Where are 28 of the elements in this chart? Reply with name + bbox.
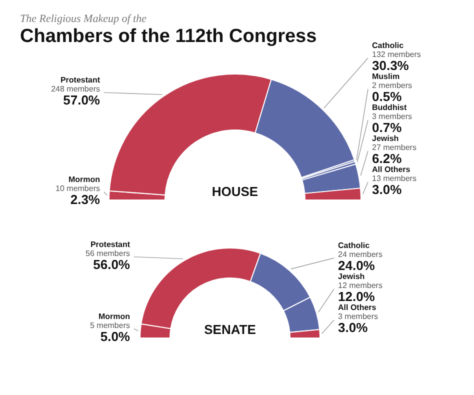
slice-label: Muslim: [372, 72, 400, 81]
data-label: 5 members 5.0%: [90, 320, 130, 344]
slice-label: All Others: [372, 165, 411, 174]
slice-label: Mormon: [68, 175, 100, 184]
slice-label: Protestant: [60, 76, 100, 85]
chart-title: Chambers of the 112th Congress: [20, 26, 317, 47]
data-label: 56 members 56.0%: [86, 248, 130, 272]
slice-label: Catholic: [338, 241, 370, 250]
slice-label: All Others: [338, 303, 377, 312]
data-label: 13 members 3.0%: [372, 174, 416, 197]
text: HOUSE: [212, 184, 258, 199]
slice-label: Protestant: [90, 240, 130, 249]
data-label: 12 members 12.0%: [338, 281, 382, 304]
data-label: 27 members 6.2%: [372, 143, 416, 166]
data-label: 248 members 57.0%: [51, 84, 100, 108]
data-label: 3 members 3.0%: [338, 312, 378, 335]
chart-subtitle: The Religious Makeup of the: [20, 13, 147, 25]
slice-label: Jewish: [338, 272, 365, 281]
slice-label: Catholic: [372, 41, 404, 50]
data-label: 3 members 0.7%: [372, 112, 412, 135]
data-label: 10 members 2.3%: [56, 184, 100, 207]
data-label: 24 members 24.0%: [338, 250, 382, 273]
slice-label: Mormon: [98, 312, 130, 321]
text: SENATE: [204, 322, 256, 337]
data-label: 132 members 30.3%: [372, 50, 421, 73]
data-label: 2 members 0.5%: [372, 81, 412, 104]
slice-label: Buddhist: [372, 103, 407, 112]
slice-label: Jewish: [372, 134, 399, 143]
